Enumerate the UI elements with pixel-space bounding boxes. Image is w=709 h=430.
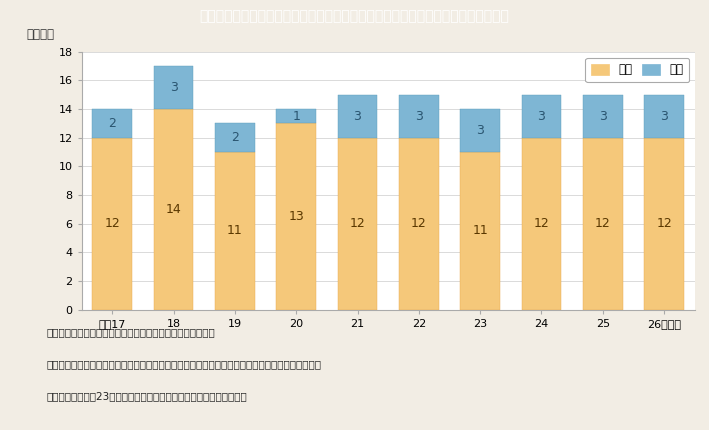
Bar [583,95,623,138]
Bar [337,95,377,138]
Bar [92,138,132,310]
Bar [337,138,377,310]
Text: 12: 12 [657,217,672,230]
Bar [644,138,684,310]
Bar [277,123,316,310]
Text: 14: 14 [166,203,182,216]
Bar [92,109,132,138]
Text: 3: 3 [537,110,545,123]
Bar [522,138,562,310]
Bar [399,138,439,310]
Text: 11: 11 [472,224,488,237]
Text: 12: 12 [595,217,610,230]
Text: 1: 1 [292,110,300,123]
Text: ２．前職が非農林業雇用者で過去３年間の離職者のうち，現在，就業している者を除く。: ２．前職が非農林業雇用者で過去３年間の離職者のうち，現在，就業している者を除く。 [46,359,321,369]
Text: 12: 12 [411,217,427,230]
Text: 12: 12 [104,217,120,230]
Text: 3: 3 [169,81,177,94]
Text: 3: 3 [660,110,668,123]
Bar [460,109,500,152]
Bar [215,152,255,310]
Bar [460,152,500,310]
Bar [644,95,684,138]
Legend: 女性, 男性: 女性, 男性 [586,58,689,82]
Bar [583,138,623,310]
Text: ３．平成23年の数値は，岩手県，宮城県及び福島県を除く。: ３．平成23年の数値は，岩手県，宮城県及び福島県を除く。 [46,391,247,401]
Bar [522,95,562,138]
Text: 3: 3 [354,110,362,123]
Bar [154,109,194,310]
Text: （万人）: （万人） [26,28,55,41]
Text: （備考）１．総務省「労働力調査（詳細集計）」より作成。: （備考）１．総務省「労働力調査（詳細集計）」より作成。 [46,327,215,337]
Bar [399,95,439,138]
Text: 12: 12 [534,217,549,230]
Text: 2: 2 [108,117,116,130]
Text: 3: 3 [415,110,423,123]
Text: 2: 2 [231,131,239,144]
Bar [215,123,255,152]
Text: Ｉ－５－６図　非就業者のうち介護・看護を理由とした離職者数の推移（男女別）: Ｉ－５－６図 非就業者のうち介護・看護を理由とした離職者数の推移（男女別） [199,9,510,23]
Text: 3: 3 [476,124,484,137]
Bar [277,109,316,123]
Text: 3: 3 [599,110,607,123]
Text: 12: 12 [350,217,365,230]
Text: 13: 13 [289,210,304,223]
Text: 11: 11 [227,224,242,237]
Bar [154,66,194,109]
